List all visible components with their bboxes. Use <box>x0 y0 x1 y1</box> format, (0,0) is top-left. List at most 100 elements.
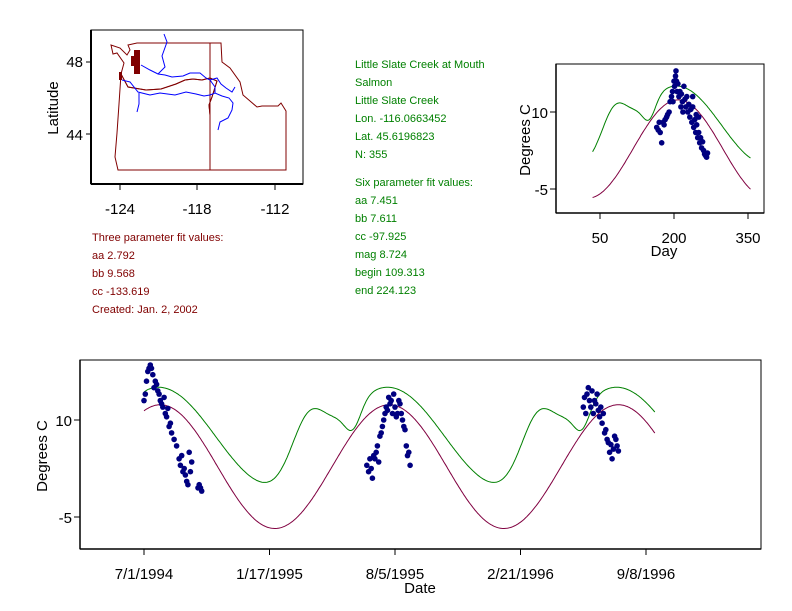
data-point <box>585 384 592 391</box>
data-point <box>704 150 711 156</box>
data-point <box>589 388 595 394</box>
data-point <box>600 410 607 417</box>
data-point <box>603 426 609 433</box>
upper-columbia <box>157 72 216 93</box>
data-point <box>379 423 386 430</box>
six-param-aa: aa 7.451 <box>355 195 398 207</box>
data-point <box>398 410 405 417</box>
site-n: N: 355 <box>355 149 388 161</box>
y-tick-label: -5 <box>535 182 548 199</box>
date-chart-curves <box>143 386 656 529</box>
map-panel: 48 44 -124 -118 -112 Latitude <box>45 29 304 218</box>
data-point <box>695 129 702 136</box>
six-param-fit-line <box>592 85 751 159</box>
data-point <box>680 109 686 115</box>
data-point <box>368 465 375 472</box>
data-point <box>364 462 370 469</box>
data-point <box>695 114 702 120</box>
data-point <box>580 404 587 410</box>
y-tick-label: -5 <box>59 510 72 527</box>
data-point <box>384 407 391 414</box>
three-param-fit-line <box>592 99 751 198</box>
data-point <box>689 93 696 100</box>
data-point <box>160 404 166 410</box>
x-tick-label: 7/1/1994 <box>115 566 173 583</box>
data-point <box>656 119 662 126</box>
six-param-title: Six parameter fit values: <box>355 177 473 189</box>
data-point <box>167 420 174 427</box>
data-point <box>672 73 679 79</box>
day-chart-ylabel: Degrees C <box>517 104 534 176</box>
x-tick-label: 2/21/1996 <box>487 566 554 583</box>
data-point <box>606 449 613 456</box>
day-chart-frame <box>555 63 765 214</box>
site-basin: Salmon <box>355 77 393 89</box>
data-point <box>668 93 675 100</box>
yakima-river <box>140 33 168 75</box>
data-point <box>182 472 189 478</box>
x-tick-label: 50 <box>592 230 609 247</box>
map-xtick-112: -112 <box>261 201 290 218</box>
data-point <box>661 122 667 128</box>
site-lon: Lon. -116.0663452 <box>355 113 447 125</box>
three-param-cc: cc -133.619 <box>92 286 150 298</box>
data-point <box>614 443 620 449</box>
willamette-river <box>136 93 140 113</box>
site-name: Little Slate Creek at Mouth <box>355 59 485 71</box>
data-point <box>669 88 676 95</box>
data-point <box>590 410 597 417</box>
data-point <box>148 365 155 372</box>
six-param-mag: mag 8.724 <box>355 249 407 261</box>
data-point <box>168 430 175 436</box>
data-point <box>198 488 205 494</box>
site-info: Little Slate Creek at Mouth Salmon Littl… <box>355 56 485 164</box>
data-point <box>609 456 615 462</box>
data-point <box>689 104 696 110</box>
data-point <box>596 414 603 420</box>
data-point <box>380 417 387 423</box>
data-point <box>693 122 700 128</box>
map-ytick-44: 44 <box>66 127 83 144</box>
date-chart-ticks: 7/1/1994 1/17/1995 8/5/1995 2/21/1996 9/8/19… <box>55 413 675 583</box>
date-chart-points <box>141 362 622 494</box>
data-point <box>584 391 590 397</box>
data-point <box>593 401 599 407</box>
data-point <box>165 405 171 412</box>
data-point <box>156 391 162 397</box>
data-point <box>699 139 706 145</box>
data-point <box>615 448 622 454</box>
data-point <box>399 417 406 423</box>
data-point <box>598 404 604 410</box>
puget-sound <box>119 50 140 80</box>
data-point <box>369 475 376 482</box>
data-point <box>163 414 170 420</box>
data-point <box>678 104 684 110</box>
data-point <box>389 410 396 417</box>
y-tick-label: 10 <box>55 413 72 430</box>
idaho-outline <box>208 42 287 171</box>
x-tick-label: 1/17/1995 <box>236 566 303 583</box>
data-point <box>373 449 380 456</box>
data-point <box>388 397 395 404</box>
data-point <box>594 391 600 397</box>
data-point <box>586 397 593 404</box>
data-point <box>610 446 617 452</box>
clearwater-river <box>209 77 236 93</box>
puget-sound-island <box>119 72 122 80</box>
x-tick-label: 350 <box>735 230 760 247</box>
map-frame <box>90 29 304 185</box>
x-tick-label: 8/5/1995 <box>366 566 424 583</box>
data-point <box>185 481 191 488</box>
data-point <box>374 443 381 449</box>
three-param-fit-line <box>143 404 656 529</box>
data-point <box>143 378 150 385</box>
three-param-aa: aa 2.792 <box>92 250 135 262</box>
puget-sound-island <box>131 56 135 66</box>
x-tick-label: 9/8/1996 <box>617 566 675 583</box>
data-point <box>142 391 149 397</box>
map-ylabel: Latitude <box>45 81 62 134</box>
created-date: Created: Jan. 2, 2002 <box>92 304 198 316</box>
data-point <box>403 443 410 449</box>
site-stream: Little Slate Creek <box>355 95 439 107</box>
data-point <box>177 462 184 469</box>
